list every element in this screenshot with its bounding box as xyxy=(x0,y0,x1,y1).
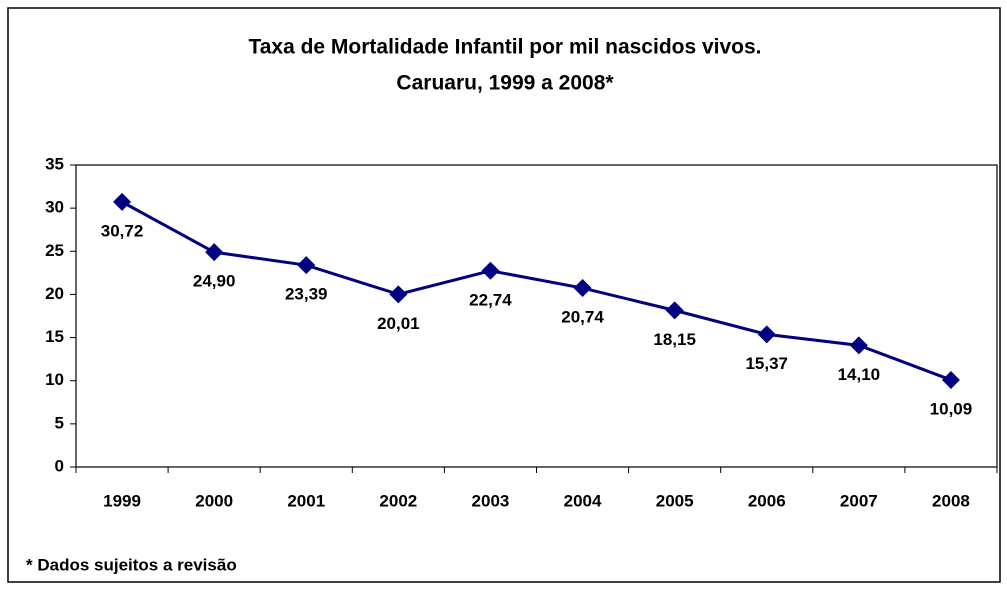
data-label: 23,39 xyxy=(285,285,328,304)
x-tick-label: 2000 xyxy=(195,491,233,510)
marker xyxy=(573,279,592,298)
x-tick-label: 2002 xyxy=(379,491,417,510)
x-tick-label: 2006 xyxy=(748,491,786,510)
marker xyxy=(297,256,316,275)
y-tick-label: 30 xyxy=(45,198,64,217)
marker xyxy=(849,336,868,355)
data-label: 30,72 xyxy=(101,221,144,240)
data-label: 18,15 xyxy=(653,330,696,349)
data-label: 14,10 xyxy=(838,365,881,384)
x-tick-label: 2008 xyxy=(932,491,970,510)
data-label: 10,09 xyxy=(930,399,973,418)
y-tick-label: 20 xyxy=(45,284,64,303)
marker xyxy=(113,192,132,211)
marker xyxy=(941,370,960,389)
data-label: 22,74 xyxy=(469,290,512,309)
y-tick-label: 10 xyxy=(45,370,64,389)
marker xyxy=(481,261,500,280)
x-tick-label: 2001 xyxy=(287,491,325,510)
marker xyxy=(205,243,224,262)
x-tick-label: 2004 xyxy=(564,491,602,510)
marker xyxy=(389,285,408,304)
footnote: * Dados sujeitos a revisão xyxy=(26,555,237,574)
marker xyxy=(665,301,684,320)
data-label: 15,37 xyxy=(745,354,788,373)
x-tick-label: 1999 xyxy=(103,491,141,510)
chart-subtitle: Caruaru, 1999 a 2008* xyxy=(396,72,614,95)
chart-title: Taxa de Mortalidade Infantil por mil nas… xyxy=(248,36,761,59)
y-tick-label: 15 xyxy=(45,327,64,346)
y-tick-label: 5 xyxy=(55,413,64,432)
data-label: 20,01 xyxy=(377,314,420,333)
x-tick-label: 2007 xyxy=(840,491,878,510)
x-tick-label: 2005 xyxy=(656,491,694,510)
y-tick-label: 0 xyxy=(55,456,64,475)
x-tick-label: 2003 xyxy=(472,491,510,510)
chart-border xyxy=(7,7,1001,583)
marker xyxy=(757,325,776,344)
data-label: 20,74 xyxy=(561,308,604,327)
y-tick-label: 25 xyxy=(45,241,64,260)
data-line xyxy=(121,200,952,382)
y-tick-label: 35 xyxy=(45,154,64,173)
data-label: 24,90 xyxy=(193,272,236,291)
